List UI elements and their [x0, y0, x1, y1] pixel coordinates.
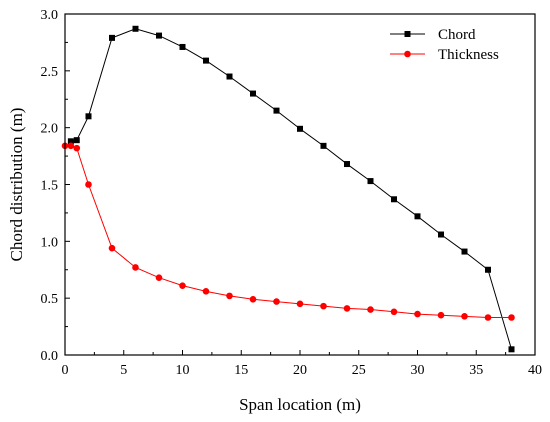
plot-frame: [64, 13, 536, 356]
y-tick-label: 0.5: [41, 292, 59, 307]
point-chord: [273, 107, 280, 114]
x-tick-label: 35: [469, 363, 483, 378]
point-chord: [203, 57, 209, 64]
legend-marker-chord: [404, 31, 411, 37]
point-chord: [438, 231, 444, 238]
series-line-thickness: [65, 145, 512, 318]
point-thickness: [226, 292, 233, 300]
point-thickness: [390, 308, 398, 316]
y-tick-label: 1.0: [41, 235, 59, 250]
x-tick-label: 10: [176, 363, 190, 378]
point-chord: [85, 113, 92, 120]
legend-label-chord: Chord: [438, 27, 476, 43]
legend: Chord Thickness: [390, 27, 499, 63]
point-thickness: [155, 274, 163, 282]
legend-item-chord: Chord: [390, 27, 476, 43]
point-thickness: [108, 244, 116, 252]
point-chord: [109, 34, 115, 41]
point-thickness: [179, 282, 186, 289]
legend-label-thickness: Thickness: [438, 47, 499, 63]
plot-series: [61, 25, 515, 353]
point-chord: [414, 213, 421, 220]
point-thickness: [320, 302, 327, 310]
y-tick-label: 0.0: [41, 349, 59, 364]
legend-item-thickness: Thickness: [390, 47, 499, 63]
point-thickness: [67, 142, 75, 150]
point-thickness: [343, 305, 351, 312]
axis-ticks: 0 5 10 15 20 25 30 35 40 0.0 0.5 1.0 1.5 2.0 2.5 3.0: [41, 8, 543, 378]
y-tick-label: 1.5: [41, 179, 59, 194]
point-thickness: [73, 144, 81, 152]
y-axis-title: Chord distribution (m): [7, 108, 26, 262]
series-line-chord: [70, 28, 512, 350]
point-thickness: [296, 300, 304, 308]
point-thickness: [367, 306, 374, 313]
point-chord: [67, 138, 74, 145]
point-chord: [250, 90, 256, 97]
x-tick-label: 30: [411, 363, 425, 378]
y-tick-label: 2.0: [41, 122, 59, 137]
x-tick-label: 20: [293, 363, 307, 378]
point-thickness: [273, 298, 280, 305]
point-chord: [132, 25, 139, 32]
point-thickness: [249, 296, 257, 303]
point-thickness: [437, 311, 445, 319]
x-tick-label: 15: [234, 363, 248, 378]
point-chord: [391, 196, 397, 203]
point-chord: [461, 248, 468, 255]
legend-marker-thickness: [404, 50, 411, 58]
x-tick-label: 25: [352, 363, 366, 378]
x-tick-label: 40: [528, 363, 542, 378]
point-thickness: [508, 314, 515, 321]
point-thickness: [85, 181, 92, 188]
point-thickness: [484, 314, 492, 321]
x-tick-label: 5: [120, 363, 127, 378]
x-tick-label: 0: [62, 363, 69, 378]
y-tick-label: 2.5: [41, 65, 59, 80]
point-chord: [73, 137, 80, 144]
point-chord: [320, 142, 327, 149]
x-axis-title: Span location (m): [239, 395, 361, 414]
point-chord: [156, 32, 162, 39]
point-thickness: [461, 313, 468, 320]
point-chord: [297, 125, 303, 132]
point-chord: [344, 161, 350, 168]
point-chord: [508, 346, 515, 353]
point-chord: [179, 43, 186, 50]
point-thickness: [414, 310, 421, 318]
point-thickness: [202, 288, 210, 295]
point-chord: [226, 73, 233, 80]
point-chord: [367, 178, 374, 185]
y-tick-label: 3.0: [41, 8, 59, 23]
point-thickness: [132, 264, 139, 271]
point-chord: [485, 266, 491, 273]
